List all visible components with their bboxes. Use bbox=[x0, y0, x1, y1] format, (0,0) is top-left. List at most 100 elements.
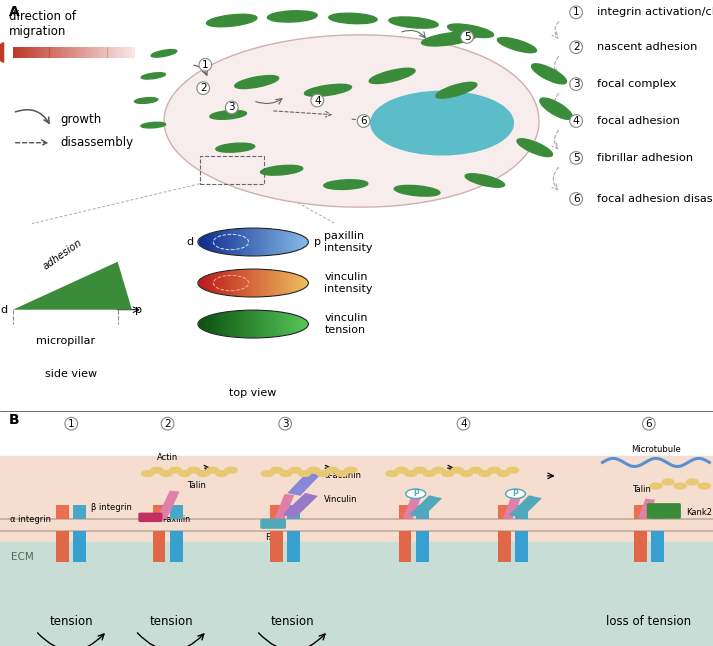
Text: α integrin: α integrin bbox=[10, 515, 51, 524]
Ellipse shape bbox=[260, 165, 303, 175]
Bar bbox=[89, 47, 92, 58]
Text: focal complex: focal complex bbox=[597, 79, 677, 89]
Bar bbox=[62, 47, 65, 58]
Bar bbox=[56, 505, 69, 519]
Ellipse shape bbox=[389, 17, 438, 28]
Text: p: p bbox=[135, 305, 143, 315]
Ellipse shape bbox=[421, 32, 477, 46]
Bar bbox=[96, 47, 98, 58]
Text: tension: tension bbox=[149, 615, 193, 629]
Bar bbox=[98, 47, 101, 58]
Circle shape bbox=[261, 471, 273, 476]
Ellipse shape bbox=[436, 82, 477, 98]
Text: 3: 3 bbox=[573, 79, 580, 89]
Bar bbox=[129, 47, 132, 58]
Text: micropillar: micropillar bbox=[36, 337, 95, 346]
Bar bbox=[53, 47, 56, 58]
Circle shape bbox=[335, 471, 347, 476]
Bar bbox=[41, 47, 43, 58]
Text: Microtubule: Microtubule bbox=[631, 445, 681, 454]
Bar bbox=[125, 47, 129, 58]
Text: tension: tension bbox=[49, 615, 93, 629]
Text: 4: 4 bbox=[314, 96, 321, 105]
Circle shape bbox=[488, 467, 500, 473]
Text: 2: 2 bbox=[200, 83, 207, 93]
Circle shape bbox=[674, 483, 686, 489]
Polygon shape bbox=[509, 495, 542, 518]
Circle shape bbox=[307, 467, 319, 473]
Ellipse shape bbox=[498, 37, 536, 53]
Ellipse shape bbox=[465, 174, 505, 187]
Text: d: d bbox=[187, 237, 194, 247]
Ellipse shape bbox=[324, 180, 368, 189]
Text: direction of
migration: direction of migration bbox=[9, 10, 76, 38]
Bar bbox=[58, 47, 62, 58]
Text: vinculin
intensity: vinculin intensity bbox=[324, 272, 373, 294]
Polygon shape bbox=[164, 35, 539, 207]
Ellipse shape bbox=[448, 24, 493, 37]
Bar bbox=[46, 47, 49, 58]
Text: Paxillin: Paxillin bbox=[162, 515, 190, 524]
Text: B: B bbox=[9, 413, 19, 427]
Circle shape bbox=[151, 467, 163, 473]
Bar bbox=[19, 47, 22, 58]
Text: 6: 6 bbox=[360, 116, 367, 126]
Bar bbox=[108, 47, 111, 58]
Text: 2: 2 bbox=[164, 419, 171, 429]
Ellipse shape bbox=[517, 139, 553, 156]
Bar bbox=[132, 47, 135, 58]
Ellipse shape bbox=[371, 91, 513, 155]
Polygon shape bbox=[157, 490, 180, 519]
Bar bbox=[71, 47, 74, 58]
Circle shape bbox=[298, 471, 310, 476]
Bar bbox=[31, 47, 34, 58]
Text: 5: 5 bbox=[573, 153, 580, 163]
Circle shape bbox=[406, 489, 426, 499]
Bar bbox=[65, 47, 68, 58]
Bar bbox=[77, 47, 80, 58]
Text: 5: 5 bbox=[463, 32, 471, 42]
Polygon shape bbox=[287, 472, 320, 496]
Circle shape bbox=[650, 483, 662, 489]
Bar bbox=[515, 531, 528, 562]
Text: ECM: ECM bbox=[11, 552, 34, 562]
Text: tension: tension bbox=[270, 615, 314, 629]
Text: 4: 4 bbox=[460, 419, 467, 429]
Text: p: p bbox=[314, 237, 321, 247]
Text: fibrillar adhesion: fibrillar adhesion bbox=[597, 153, 694, 163]
Bar bbox=[113, 47, 117, 58]
Bar bbox=[117, 47, 120, 58]
Circle shape bbox=[414, 467, 426, 473]
Ellipse shape bbox=[135, 98, 158, 103]
Circle shape bbox=[662, 479, 674, 484]
Bar bbox=[86, 47, 89, 58]
Circle shape bbox=[188, 467, 200, 473]
Text: integrin activation/cluster: integrin activation/cluster bbox=[597, 7, 713, 17]
Text: growth: growth bbox=[61, 113, 102, 126]
Polygon shape bbox=[13, 262, 132, 309]
Text: P: P bbox=[413, 489, 419, 498]
Text: paxillin
intensity: paxillin intensity bbox=[324, 231, 373, 253]
Circle shape bbox=[479, 471, 491, 476]
Polygon shape bbox=[409, 495, 442, 518]
Circle shape bbox=[442, 471, 453, 476]
Circle shape bbox=[506, 489, 525, 499]
Text: 3: 3 bbox=[282, 419, 289, 429]
Bar bbox=[104, 47, 108, 58]
Bar bbox=[73, 505, 86, 519]
Text: loss of tension: loss of tension bbox=[606, 615, 692, 629]
Bar bbox=[270, 531, 283, 562]
Polygon shape bbox=[403, 496, 421, 519]
Text: 3: 3 bbox=[228, 103, 235, 112]
Circle shape bbox=[686, 479, 698, 484]
Text: vinculin
tension: vinculin tension bbox=[324, 313, 368, 335]
Bar bbox=[416, 531, 429, 562]
Bar bbox=[92, 47, 96, 58]
Circle shape bbox=[216, 471, 228, 476]
Text: α-actinin: α-actinin bbox=[324, 472, 361, 481]
Bar bbox=[634, 505, 647, 519]
Bar bbox=[399, 505, 411, 519]
Circle shape bbox=[423, 471, 435, 476]
FancyBboxPatch shape bbox=[647, 504, 680, 518]
Ellipse shape bbox=[216, 143, 255, 152]
